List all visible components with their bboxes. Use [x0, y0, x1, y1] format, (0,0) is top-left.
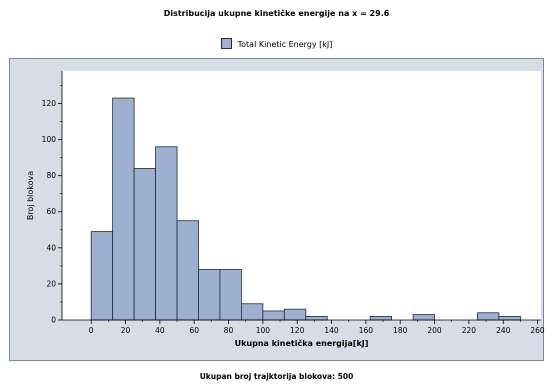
histogram-bar [133, 168, 156, 321]
histogram-bar [155, 146, 178, 321]
y-tick-label: 40 [46, 243, 56, 252]
legend-label: Total Kinetic Energy [kJ] [237, 40, 333, 49]
bars [90, 97, 521, 321]
x-tick-label: 260 [530, 326, 545, 335]
histogram-bar [305, 315, 328, 321]
x-axis-title: Ukupna kinetička energija[kJ] [235, 338, 369, 348]
y-tick-label: 20 [46, 279, 56, 288]
x-tick-label: 200 [427, 326, 442, 335]
x-tick-label: 240 [496, 326, 511, 335]
y-tick-label: 60 [46, 207, 56, 216]
x-tick-label: 140 [324, 326, 339, 335]
histogram-bar [241, 303, 264, 321]
histogram-bar [262, 310, 285, 321]
y-tick-label: 100 [42, 135, 57, 144]
histogram-bar [219, 269, 242, 321]
histogram-bar [176, 220, 199, 321]
histogram-bar [498, 315, 521, 321]
histogram-bar [477, 312, 500, 321]
y-tick-label: 0 [51, 316, 56, 325]
histogram-bar [198, 269, 221, 321]
x-tick-label: 100 [256, 326, 271, 335]
x-tick-label: 20 [121, 326, 131, 335]
x-axis: 0 20 40 60 80 100 120 140 160 180 200 220 240 260 [62, 319, 545, 335]
x-tick-label: 220 [462, 326, 477, 335]
chart-footer: Ukupan broj trajktorija blokova: 500 [199, 372, 354, 381]
y-axis-title: Broj blokova [26, 171, 35, 220]
legend-swatch [220, 38, 232, 49]
y-tick-label: 120 [42, 99, 57, 108]
chart-legend: Total Kinetic Energy [kJ] [0, 38, 553, 49]
histogram-bar [283, 308, 307, 321]
histogram-bar [112, 97, 135, 321]
x-tick-label: 180 [393, 326, 408, 335]
x-tick-label: 0 [89, 326, 94, 335]
x-tick-label: 80 [224, 326, 234, 335]
histogram-bar [369, 315, 393, 321]
x-tick-label: 40 [155, 326, 165, 335]
chart-title: Distribucija ukupne kinetičke energije n… [163, 9, 390, 18]
histogram-bar [90, 231, 114, 321]
x-tick-label: 60 [189, 326, 199, 335]
histogram-bar [412, 314, 435, 321]
y-axis: 0 20 40 60 80 100 120 [42, 71, 63, 325]
y-tick-label: 80 [46, 171, 56, 180]
x-tick-label: 120 [290, 326, 305, 335]
x-tick-label: 160 [359, 326, 374, 335]
